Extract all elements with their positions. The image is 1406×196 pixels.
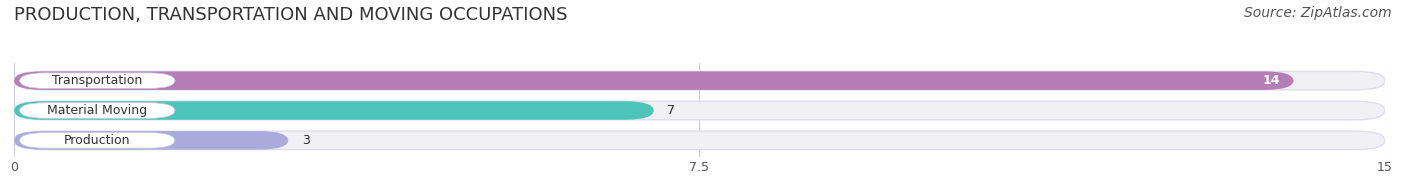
- FancyBboxPatch shape: [14, 101, 654, 120]
- Text: Production: Production: [65, 134, 131, 147]
- Text: 3: 3: [302, 134, 309, 147]
- FancyBboxPatch shape: [20, 103, 174, 118]
- FancyBboxPatch shape: [20, 73, 174, 88]
- FancyBboxPatch shape: [14, 71, 1385, 90]
- FancyBboxPatch shape: [20, 133, 174, 148]
- FancyBboxPatch shape: [14, 131, 288, 150]
- Text: 14: 14: [1263, 74, 1279, 87]
- FancyBboxPatch shape: [14, 101, 1385, 120]
- FancyBboxPatch shape: [14, 71, 1294, 90]
- Text: Material Moving: Material Moving: [48, 104, 148, 117]
- Text: Transportation: Transportation: [52, 74, 142, 87]
- Text: Source: ZipAtlas.com: Source: ZipAtlas.com: [1244, 6, 1392, 20]
- FancyBboxPatch shape: [14, 131, 1385, 150]
- Text: 7: 7: [668, 104, 675, 117]
- Text: PRODUCTION, TRANSPORTATION AND MOVING OCCUPATIONS: PRODUCTION, TRANSPORTATION AND MOVING OC…: [14, 6, 568, 24]
